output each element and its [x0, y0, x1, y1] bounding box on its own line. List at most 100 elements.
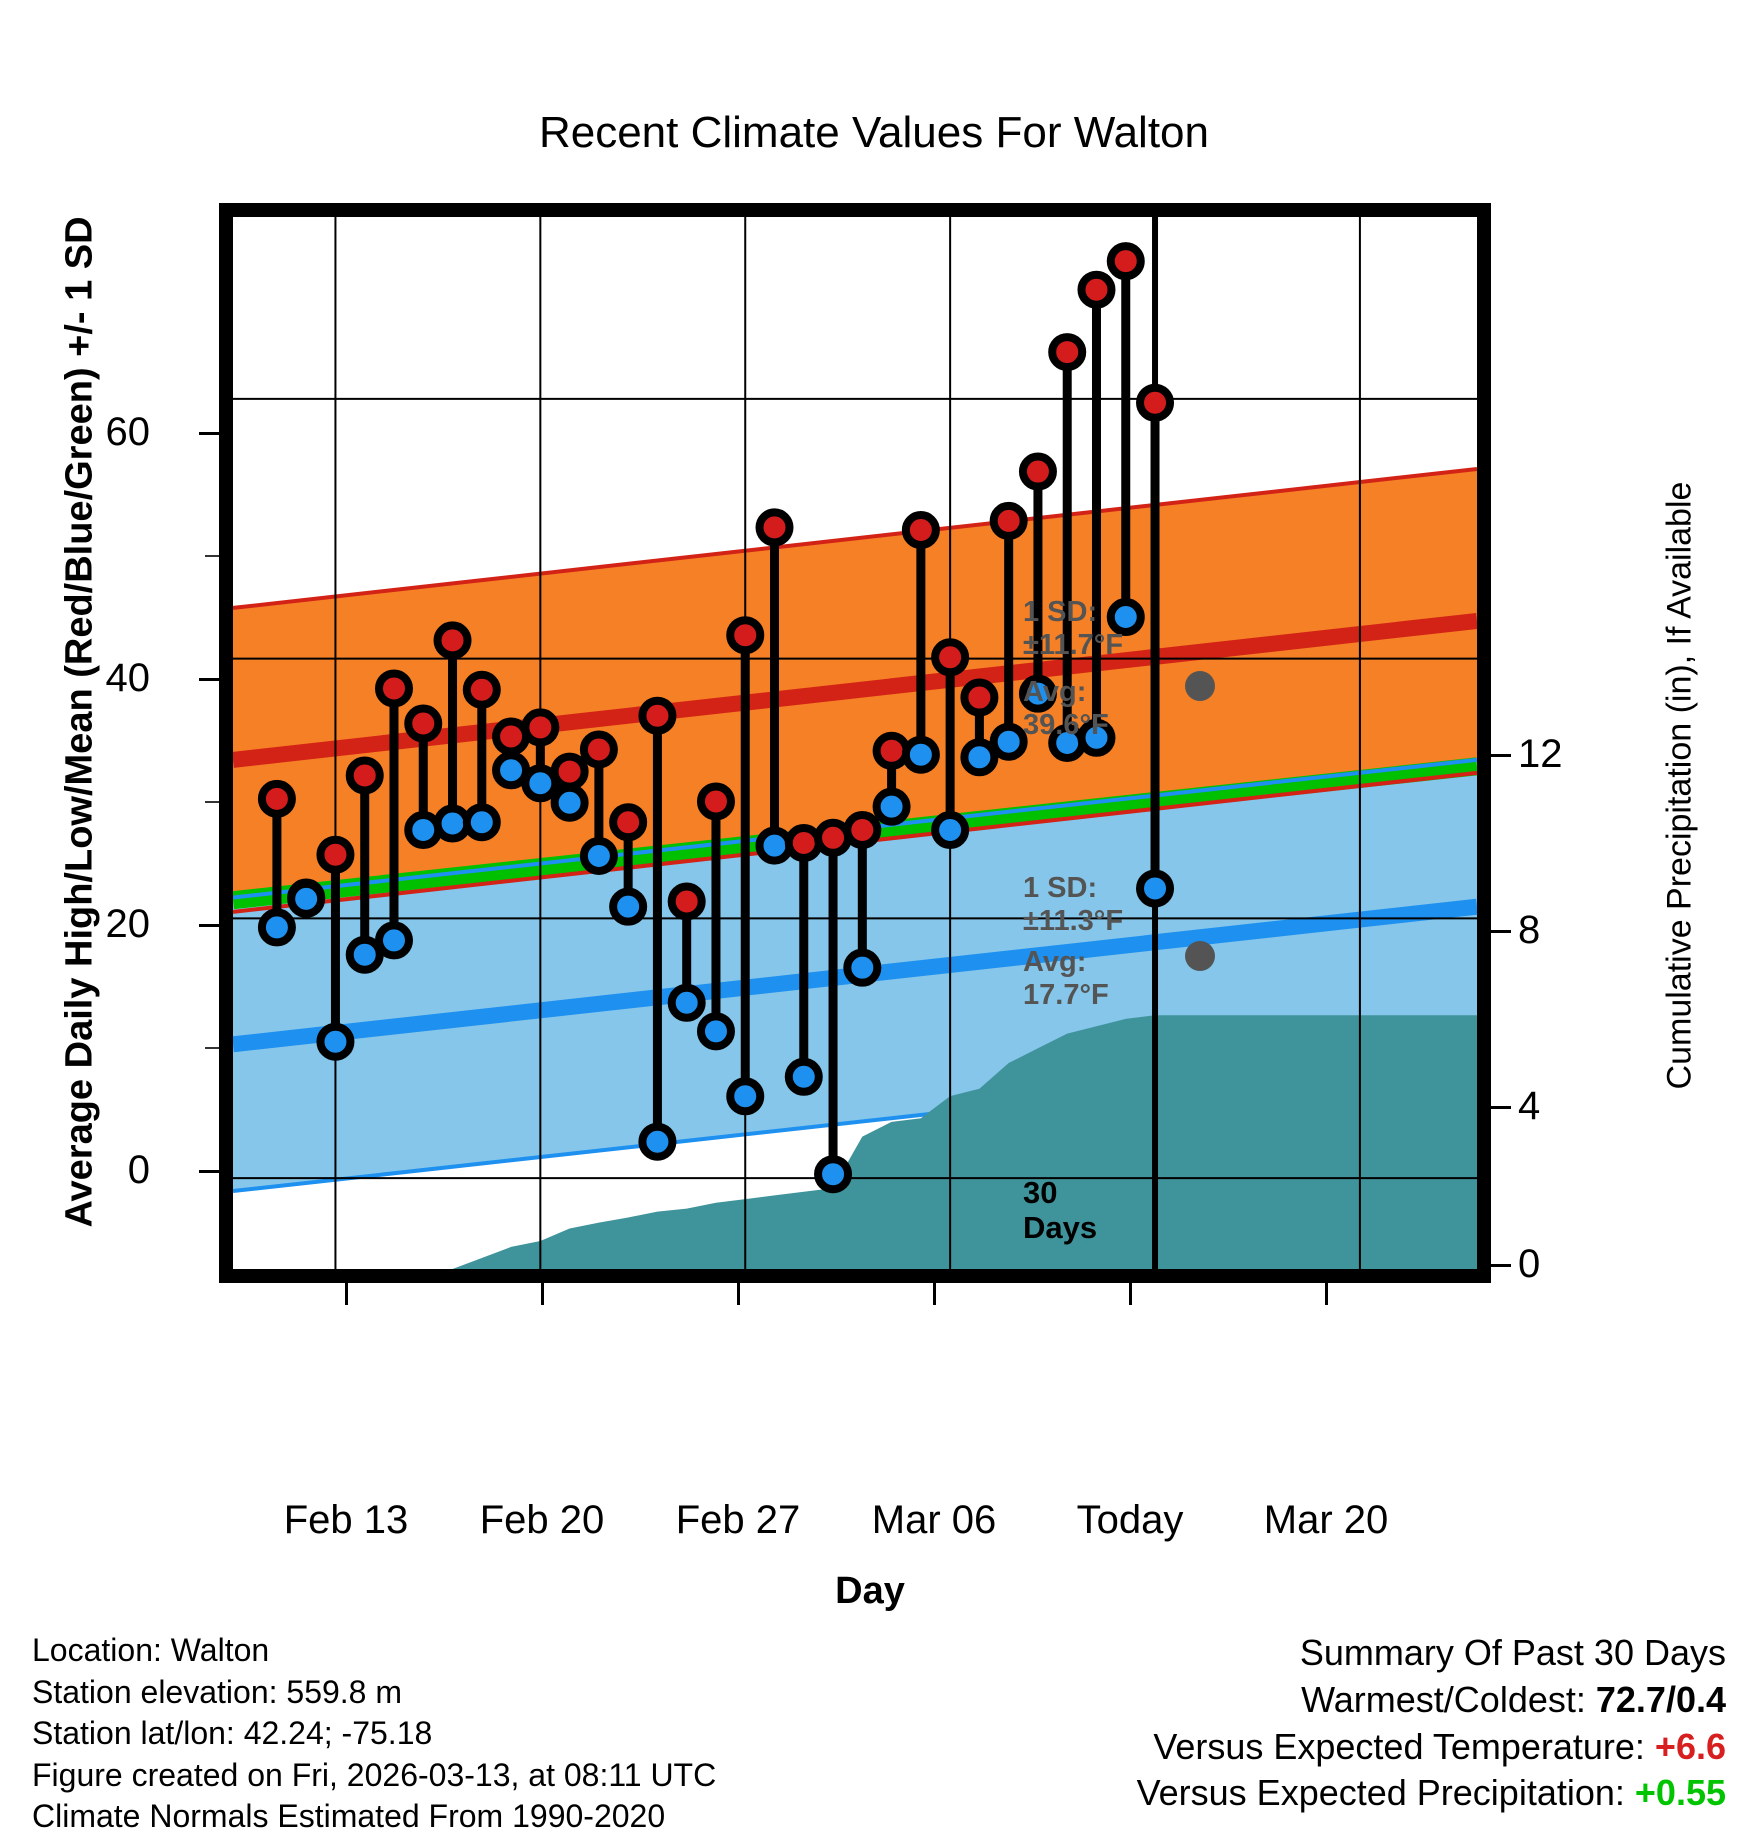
low-temp-marker — [814, 1155, 853, 1194]
y2-tick-0 — [1491, 1264, 1511, 1267]
y-tick-label-60: 60 — [105, 410, 151, 454]
x-tick-label-feb27: Feb 27 — [675, 1498, 801, 1542]
y-tick-50 — [205, 555, 219, 557]
high-temp-marker — [638, 696, 677, 735]
high-temp-marker — [1106, 242, 1145, 281]
low-temp-marker — [316, 1022, 355, 1061]
vs-temperature-value: +6.6 — [1654, 1725, 1726, 1767]
low-temp-marker — [609, 887, 648, 926]
low-temp-marker — [960, 738, 999, 777]
summary-heading: Summary Of Past 30 Days — [1299, 1632, 1726, 1673]
y-tick-0 — [199, 1170, 219, 1173]
high-temp-marker — [726, 616, 765, 655]
high-normal-line — [233, 612, 1477, 768]
high-temp-marker — [1048, 333, 1087, 372]
low-temp-marker — [492, 751, 531, 790]
footer-metadata: Location: Walton Station elevation: 559.… — [32, 1630, 716, 1838]
summary-vs-temperature: Versus Expected Temperature: +6.6 — [1137, 1724, 1726, 1771]
low-avg-annotation: Avg: 17.7°F — [1023, 946, 1109, 1011]
high-avg-annotation: Avg: 39.6°F — [1023, 676, 1109, 741]
footer-created: Figure created on Fri, 2026-03-13, at 08… — [32, 1756, 717, 1793]
high-temp-marker — [784, 824, 823, 863]
high-temp-marker — [755, 508, 794, 547]
y-tick-label-0: 0 — [127, 1148, 150, 1192]
plot-area — [219, 203, 1491, 1283]
low-temp-marker — [638, 1122, 677, 1161]
summary-warmest-coldest: Warmest/Coldest: 72.7/0.4 — [1137, 1677, 1726, 1724]
x-tick-label-feb20: Feb 20 — [479, 1498, 605, 1542]
footer-latlon: Station lat/lon: 42.24; -75.18 — [32, 1715, 433, 1752]
thirty-days-label: 30 Days — [1023, 1175, 1098, 1245]
high-temp-marker — [579, 730, 618, 769]
low-temp-marker — [667, 983, 706, 1022]
vs-precipitation-value: +0.55 — [1634, 1772, 1726, 1814]
high-temp-marker — [257, 779, 296, 818]
x-tick-feb13 — [345, 1283, 348, 1305]
high-avg-marker — [1185, 671, 1215, 701]
y-tick-40 — [199, 678, 219, 681]
precipitation-area — [452, 1015, 1477, 1269]
x-tick-label-feb13: Feb 13 — [283, 1498, 409, 1542]
low-temp-marker — [550, 783, 589, 822]
low-temp-marker — [1018, 674, 1057, 713]
high-temp-marker — [1136, 383, 1175, 422]
low-temp-marker — [726, 1077, 765, 1116]
y2-tick-4 — [1491, 1106, 1511, 1109]
low-temp-marker — [462, 803, 501, 842]
high-temp-marker — [345, 756, 384, 795]
low-avg-marker — [1185, 941, 1215, 971]
high-temp-marker — [696, 782, 735, 821]
high-temp-marker — [872, 731, 911, 770]
climate-chart-svg — [233, 217, 1477, 1269]
high-temp-marker — [843, 811, 882, 850]
low-temp-marker — [696, 1012, 735, 1051]
low-temp-marker — [843, 948, 882, 987]
y-axis-label-left: Average Daily High/Low/Mean (Red/Blue/Gr… — [58, 216, 101, 1228]
x-tick-label-today: Today — [1076, 1498, 1184, 1542]
low-temp-marker — [1136, 869, 1175, 908]
low-temp-marker — [287, 879, 326, 918]
x-tick-mar06 — [933, 1283, 936, 1305]
summary-vs-precipitation: Versus Expected Precipitation: +0.55 — [1137, 1770, 1726, 1817]
x-tick-label-mar06: Mar 06 — [871, 1498, 997, 1542]
high-sd-annotation: 1 SD: ±11.7°F — [1023, 596, 1124, 661]
y-axis-label-right: Cumulative Precipitation (in), If Availa… — [1660, 481, 1699, 1090]
x-tick-feb20 — [541, 1283, 544, 1305]
y2-tick-8 — [1491, 930, 1511, 933]
low-temp-marker — [901, 735, 940, 774]
y-tick-label-20: 20 — [105, 902, 151, 946]
page-title: Recent Climate Values For Walton — [538, 108, 1210, 157]
high-temp-marker — [931, 638, 970, 677]
footer-location: Location: Walton — [32, 1632, 270, 1668]
x-axis-label: Day — [835, 1570, 905, 1612]
low-temp-marker — [1077, 718, 1116, 757]
high-temp-marker — [1077, 270, 1116, 309]
y-tick-20 — [199, 924, 219, 927]
y-tick-30 — [205, 801, 219, 803]
high-temp-marker — [1018, 452, 1057, 491]
high-temp-marker — [960, 678, 999, 717]
low-temp-marker — [989, 722, 1028, 761]
plot-canvas — [233, 217, 1477, 1269]
low-temp-marker — [345, 935, 384, 974]
y-tick-10 — [205, 1047, 219, 1049]
low-temp-marker — [374, 921, 413, 960]
high-temp-marker — [609, 803, 648, 842]
high-temp-marker — [550, 752, 589, 791]
x-tick-label-mar20: Mar 20 — [1263, 1498, 1389, 1542]
y2-tick-label-12: 12 — [1518, 732, 1563, 776]
low-temp-marker — [931, 811, 970, 850]
y2-tick-label-8: 8 — [1518, 908, 1541, 952]
vs-precipitation-label: Versus Expected Precipitation: — [1136, 1772, 1625, 1814]
high-band-upper-edge — [233, 466, 1477, 610]
warmest-coldest-value: 72.7/0.4 — [1595, 1678, 1726, 1720]
x-tick-today — [1129, 1283, 1132, 1305]
y2-tick-label-0: 0 — [1518, 1242, 1541, 1286]
low-temp-marker — [257, 908, 296, 947]
high-temp-marker — [374, 669, 413, 708]
high-temp-marker — [521, 708, 560, 747]
high-temp-marker — [404, 704, 443, 743]
high-temp-marker — [462, 670, 501, 709]
x-tick-mar20 — [1325, 1283, 1328, 1305]
